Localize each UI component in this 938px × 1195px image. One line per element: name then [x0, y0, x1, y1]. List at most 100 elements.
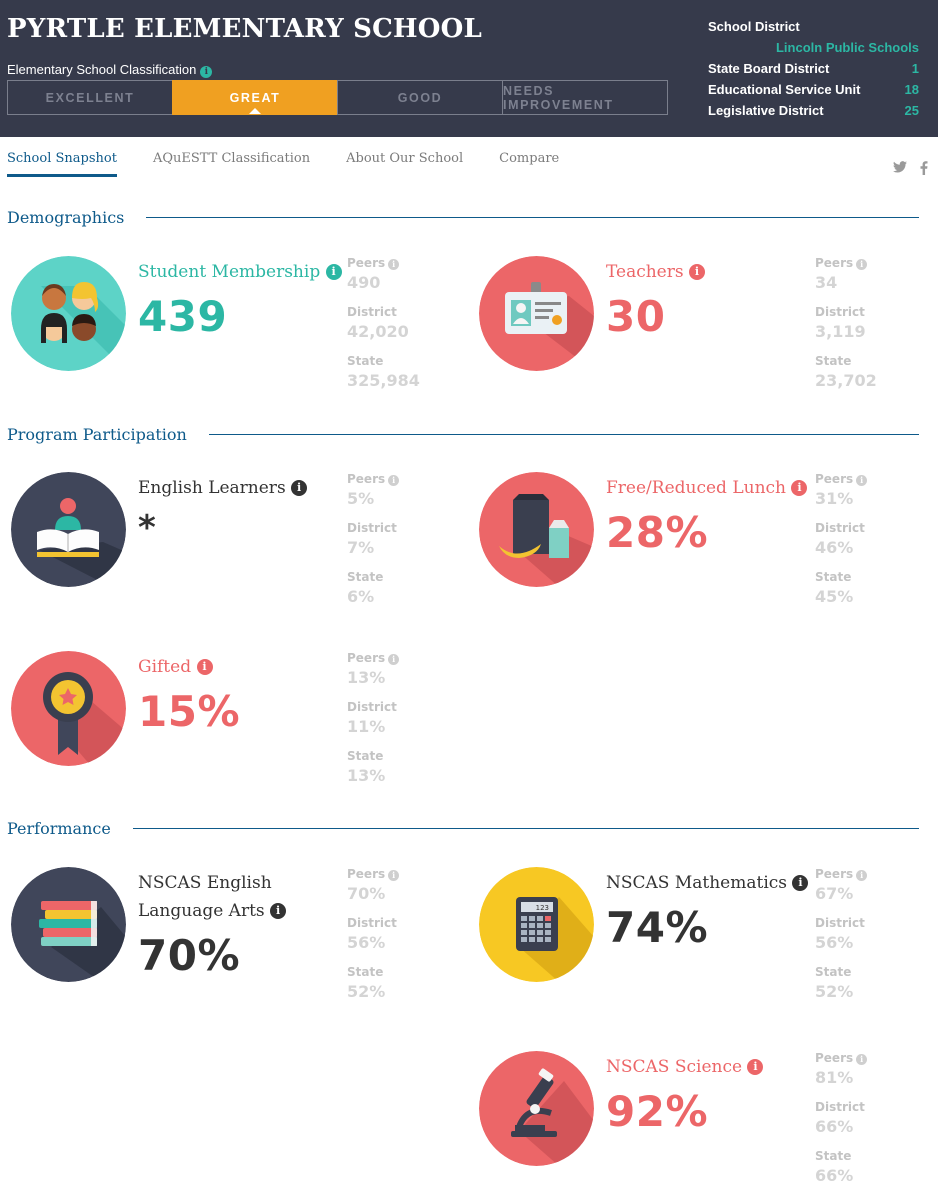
info-icon[interactable]: i	[792, 875, 809, 891]
district-value: 42,020	[347, 322, 409, 341]
peers-label: Peers i	[815, 254, 915, 273]
state-value: 13%	[347, 766, 386, 785]
stat-teachers: Teachers i 30 Peers i 34 District 3,119 S…	[475, 254, 915, 394]
info-icon[interactable]: i	[196, 659, 213, 675]
state-value: 325,984	[347, 371, 420, 390]
stat-value: 92%	[606, 1087, 709, 1136]
peers-label-text: Peers	[347, 472, 386, 486]
books-stack-icon	[11, 867, 126, 982]
district-label: District	[815, 916, 865, 930]
info-icon[interactable]: i	[856, 259, 868, 270]
state-board-label: State Board District	[708, 61, 830, 76]
district-value: 56%	[815, 933, 854, 952]
info-icon[interactable]: i	[388, 654, 400, 665]
section-performance: Performance	[7, 816, 919, 840]
tab-about-our-school[interactable]: About Our School	[346, 151, 464, 166]
district-label: District	[347, 916, 397, 930]
district-label: District	[815, 521, 865, 535]
stat-value: 30	[606, 292, 666, 341]
stat-value: 439	[138, 292, 228, 341]
stat-label-text: Teachers	[606, 262, 684, 282]
district-label: District	[815, 305, 865, 319]
district-label: District	[815, 1100, 865, 1114]
tab-school-snapshot[interactable]: School Snapshot	[7, 151, 117, 177]
peers-value: 13%	[347, 668, 386, 687]
rating-great[interactable]: GREAT	[172, 80, 338, 115]
peers-label: Peers i	[815, 865, 915, 884]
comparison-values: Peers i 5% District 7% State 6%	[347, 470, 447, 617]
reader-book-icon	[11, 472, 126, 587]
district-value: 7%	[347, 538, 375, 557]
peers-value: 34	[815, 273, 838, 292]
twitter-icon[interactable]	[893, 161, 907, 173]
stat-student-membership: Student Membership i 439 Peers i 490 Dist…	[7, 254, 447, 394]
stat-label-text: Gifted	[138, 657, 192, 677]
section-divider	[146, 216, 919, 218]
state-label: State	[347, 965, 384, 979]
comparison-values: Peers i 490 District 42,020 State 325,984	[347, 254, 447, 401]
info-icon[interactable]: i	[856, 475, 868, 486]
state-value: 45%	[815, 587, 854, 606]
state-label: State	[815, 354, 852, 368]
info-icon[interactable]: i	[689, 264, 706, 280]
peers-label-text: Peers	[347, 867, 386, 881]
district-label: District	[347, 700, 397, 714]
district-value: 11%	[347, 717, 386, 736]
info-icon[interactable]: i	[388, 870, 400, 881]
rating-needs-improvement[interactable]: NEEDS IMPROVEMENT	[502, 80, 668, 115]
stat-value: 70%	[138, 931, 241, 980]
info-icon[interactable]: i	[270, 903, 287, 919]
info-icon[interactable]: i	[856, 870, 868, 881]
stat-value: 74%	[606, 903, 709, 952]
peers-label-text: Peers	[347, 651, 386, 665]
info-icon[interactable]: i	[200, 66, 213, 78]
stat-nscas-mathematics: 123 NSCAS Mathematics i 74% Peers i 67% D…	[475, 865, 915, 1005]
state-value: 66%	[815, 1166, 854, 1185]
district-value: 66%	[815, 1117, 854, 1136]
stat-label: Student Membership i	[138, 258, 343, 286]
stat-label-text: Student Membership	[138, 262, 321, 282]
district-label: District	[347, 305, 397, 319]
students-icon	[11, 256, 126, 371]
info-icon[interactable]: i	[325, 264, 342, 280]
district-value: 56%	[347, 933, 386, 952]
tab-compare[interactable]: Compare	[499, 151, 560, 166]
social-links	[893, 161, 928, 175]
rating-excellent[interactable]: EXCELLENT	[7, 80, 173, 115]
state-label: State	[815, 1149, 852, 1163]
peers-label: Peers i	[347, 470, 447, 489]
esu-value: 18	[904, 82, 919, 97]
school-name: PYRTLE ELEMENTARY SCHOOL	[7, 14, 482, 44]
stat-label: Free/Reduced Lunch i	[606, 474, 811, 502]
info-icon[interactable]: i	[388, 259, 400, 270]
info-icon[interactable]: i	[388, 475, 400, 486]
state-value: 23,702	[815, 371, 877, 390]
info-icon[interactable]: i	[791, 480, 808, 496]
info-icon[interactable]: i	[291, 480, 308, 496]
id-badge-icon	[479, 256, 594, 371]
peers-label-text: Peers	[347, 256, 386, 270]
peers-label-text: Peers	[815, 1051, 854, 1065]
peers-label: Peers i	[815, 470, 915, 489]
info-icon[interactable]: i	[856, 1054, 868, 1065]
comparison-values: Peers i 34 District 3,119 State 23,702	[815, 254, 915, 401]
tab-aquestt-classification[interactable]: AQuESTT Classification	[152, 151, 311, 166]
calculator-display-text: 123	[536, 904, 549, 912]
rating-good[interactable]: GOOD	[337, 80, 503, 115]
stat-english-learners: English Learners i * Peers i 5% District …	[7, 470, 447, 610]
state-label: State	[815, 570, 852, 584]
state-value: 6%	[347, 587, 375, 606]
peers-value: 81%	[815, 1068, 854, 1087]
comparison-values: Peers i 70% District 56% State 52%	[347, 865, 447, 1012]
facebook-icon[interactable]	[920, 161, 928, 175]
district-info: School District Lincoln Public Schools S…	[708, 16, 919, 121]
stat-value: 28%	[606, 508, 709, 557]
district-label: District	[347, 521, 397, 535]
info-icon[interactable]: i	[747, 1059, 764, 1075]
stat-value: *	[138, 508, 157, 548]
stat-label-text: NSCAS English Language Arts	[138, 873, 272, 921]
section-title: Program Participation	[7, 424, 187, 444]
state-label: State	[815, 965, 852, 979]
district-value[interactable]: Lincoln Public Schools	[775, 40, 919, 55]
peers-label: Peers i	[347, 254, 447, 273]
